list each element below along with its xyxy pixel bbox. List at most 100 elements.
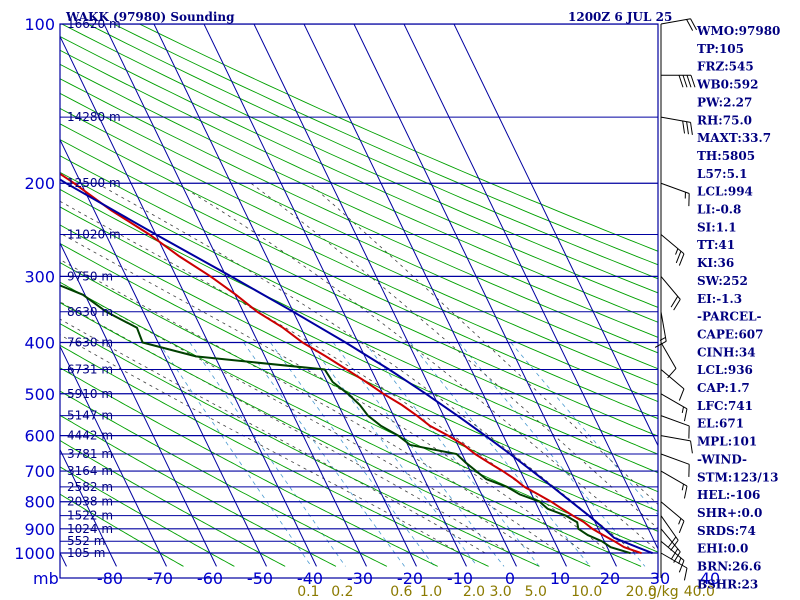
height-label-2: 12500 m	[67, 176, 121, 190]
height-label-18: 105 m	[67, 546, 105, 560]
wind-barb-shaft-13	[660, 276, 681, 300]
height-label-12: 3164 m	[67, 464, 113, 478]
isotherm-18	[453, 24, 658, 447]
wind-barb-2	[660, 528, 681, 563]
temperature-tick-label-3: -50	[247, 569, 273, 588]
wind-barb-feather-16-4	[686, 121, 689, 135]
index-15: EI:-1.3	[697, 292, 742, 306]
wind-barb-6	[660, 453, 690, 477]
dry-adiabat-15	[60, 171, 658, 455]
index-26: HEL:-106	[697, 488, 760, 502]
mixing-ratio-line-7	[410, 342, 591, 567]
plot-frame	[59, 23, 659, 579]
wind-barb-feather-17-0	[690, 75, 696, 88]
wind-barb-14	[660, 234, 685, 266]
wind-barb-shaft-14	[660, 234, 685, 255]
wind-barb-feather-16-8	[682, 120, 686, 134]
wind-barb-11	[660, 342, 677, 379]
mixing-ratio-line-9	[510, 342, 658, 516]
height-label-10: 4442 m	[67, 429, 113, 443]
dry-adiabat-18	[60, 123, 658, 403]
wind-barb-feather-17-12	[678, 75, 684, 88]
wind-barb-half-14	[675, 248, 679, 255]
index-30: BRN:26.6	[697, 560, 761, 574]
dry-adiabat-23	[60, 49, 658, 323]
height-label-9: 5147 m	[67, 409, 113, 423]
wind-barb-shaft-1	[660, 540, 685, 561]
wind-barb-0	[660, 552, 688, 581]
wind-barb-feather-13-0	[673, 299, 681, 311]
wind-barb-shaft-6	[660, 453, 690, 465]
mixing-ratio-label-3: 1.0	[420, 584, 442, 600]
dry-adiabat-12	[60, 224, 658, 512]
wind-barb-feather-2-4	[670, 548, 679, 560]
pressure-label-900: 900	[24, 520, 55, 539]
index-20: CAP:1.7	[697, 381, 750, 395]
wind-barb-feather-0-0	[683, 567, 688, 581]
wind-barb-shaft-5	[660, 470, 688, 487]
wind-barb-shaft-11	[660, 342, 677, 369]
wind-barb-feather-1-0	[678, 560, 685, 573]
wind-barb-shaft-4	[660, 501, 685, 522]
height-label-11: 3781 m	[67, 447, 113, 461]
index-12: TT:41	[697, 238, 735, 252]
wind-barb-feather-3-0	[670, 539, 679, 551]
wind-barb-18	[660, 18, 698, 31]
isotherm-6	[60, 448, 117, 567]
mixing-ratio-label-2: 0.6	[390, 584, 412, 600]
pressure-label-500: 500	[24, 385, 55, 404]
mixing-ratio-label-8: 20.0	[626, 584, 657, 600]
mixing-ratio-label-1: 0.2	[331, 584, 353, 600]
mixing-ratio-label-9: 40.0	[684, 584, 715, 600]
wind-barb-feather-18-0	[690, 18, 698, 31]
index-7: TH:5805	[697, 149, 755, 163]
isotherm-15	[303, 24, 567, 567]
wind-barb-8	[660, 415, 690, 439]
isotherm-9	[60, 138, 267, 567]
moist-adiabat-1	[60, 318, 486, 554]
mixing-ratio-line-3	[270, 342, 435, 567]
wind-barb-13	[660, 276, 681, 311]
wind-barb-shaft-12	[660, 311, 667, 342]
height-label-17: 552 m	[67, 534, 105, 548]
temperature-tick-label-2: -60	[197, 569, 223, 588]
temperature-tick-label-8: 0	[505, 569, 515, 588]
index-5: RH:75.0	[697, 113, 752, 127]
wind-barb-column	[654, 18, 698, 581]
wind-barb-feather-11-0	[667, 368, 677, 379]
pressure-label-400: 400	[24, 333, 55, 352]
index-14: SW:252	[697, 274, 748, 288]
temperature-tick-label-10: 20	[600, 569, 620, 588]
wind-barb-feather-7-0	[690, 440, 693, 454]
isotherm-14	[253, 24, 517, 567]
wind-barb-12	[654, 311, 667, 348]
index-22: EL:671	[697, 417, 744, 431]
wind-barb-feather-12-0	[654, 340, 667, 348]
height-label-15: 1522 m	[67, 509, 113, 523]
wind-barb-feather-3-4	[667, 536, 677, 548]
wind-barb-shaft-18	[660, 18, 691, 25]
parcel-profile	[60, 178, 653, 555]
index-3: WB0:592	[696, 78, 758, 92]
pressure-label-200: 200	[24, 174, 55, 193]
wind-barb-17	[661, 74, 696, 88]
wind-barb-shaft-7	[660, 435, 691, 442]
dry-adiabat-13	[60, 206, 658, 493]
wind-barb-feather-14-0	[678, 253, 685, 266]
index-4: PW:2.27	[697, 95, 752, 109]
wind-barb-feather-9-0	[683, 408, 688, 422]
mixing-ratio-label-4: 2.0	[463, 584, 485, 600]
temperature-tick-label-12: 40	[700, 569, 720, 588]
wind-barb-shaft-15	[660, 182, 690, 194]
wind-barb-half-9	[681, 406, 685, 414]
temperature-tick-label-7: -10	[447, 569, 473, 588]
wind-barb-feather-2-0	[673, 551, 681, 563]
isotherm-11	[103, 24, 367, 567]
mixing-ratio-label-5: 3.0	[489, 584, 511, 600]
dry-adiabat-26	[87, 24, 658, 280]
wind-barb-feather-5-0	[683, 485, 688, 499]
wind-barb-feather-17-4	[686, 75, 692, 88]
index-6: MAXT:33.7	[697, 131, 771, 145]
dry-adiabat-22	[60, 63, 658, 338]
indices-panel: WMO:97980 TP:105 FRZ:545 WB0:592 PW:2.27 RH:7…	[696, 24, 780, 591]
